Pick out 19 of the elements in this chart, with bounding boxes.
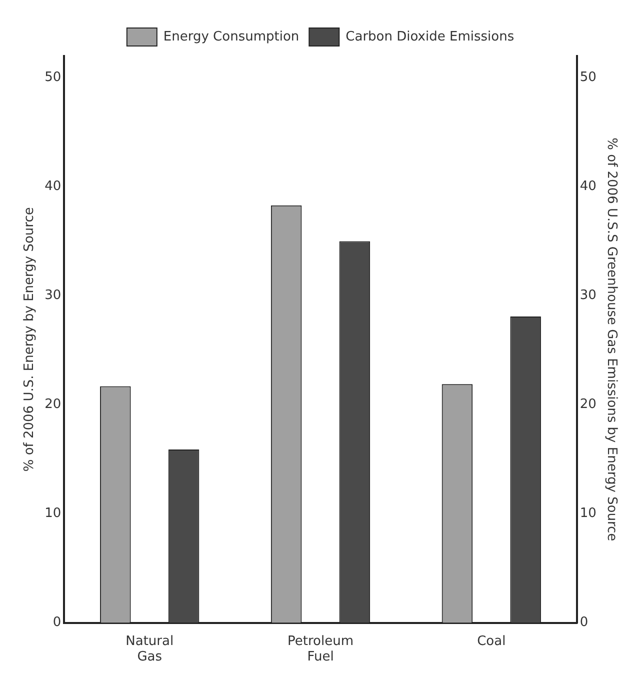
y-tick-label: 20 xyxy=(44,397,62,412)
y-tick-label: 10 xyxy=(44,506,62,522)
x-tick-label: Natural Gas xyxy=(126,634,174,665)
x-tick-label: Coal xyxy=(477,634,506,649)
y2-tick-label: 0 xyxy=(580,615,588,630)
x-tick-label: Petroleum Fuel xyxy=(288,634,354,665)
y-tick-label: 40 xyxy=(44,179,62,194)
legend-label: Energy Consumption xyxy=(163,29,300,44)
y2-tick-label: 30 xyxy=(580,288,596,304)
y-tick-label: 0 xyxy=(52,615,62,630)
y2-tick-label: 50 xyxy=(580,70,596,86)
y2-tick-label: 40 xyxy=(580,179,596,194)
y-tick-label: 30 xyxy=(44,288,62,304)
y-tick-label: 50 xyxy=(44,70,62,86)
y2-tick-label: 20 xyxy=(580,397,596,412)
y2-axis-title: % of 2006 U.S.S Greenhouse Gas Emissions by Energy Source xyxy=(604,138,619,542)
y-axis-title: % of 2006 U.S. Energy by Energy Source xyxy=(22,207,38,472)
y2-tick-label: 10 xyxy=(580,506,596,522)
legend-label: Carbon Dioxide Emissions xyxy=(346,29,514,44)
